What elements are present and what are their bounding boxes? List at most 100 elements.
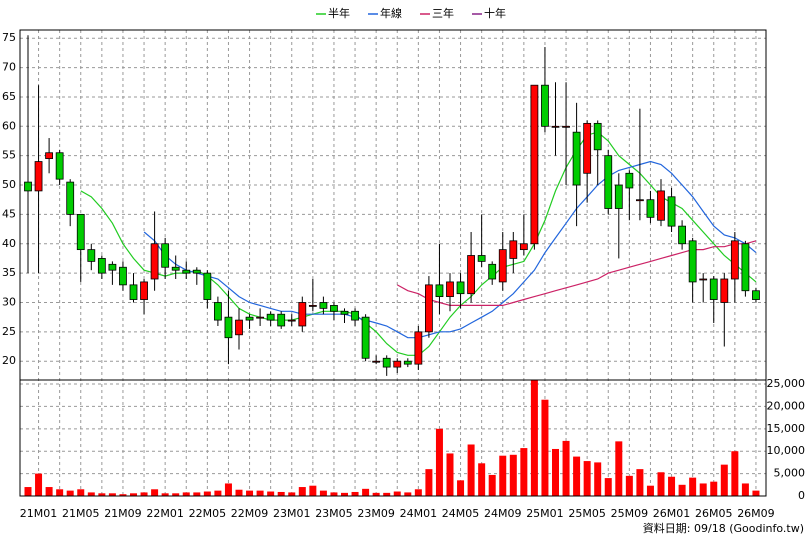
candle-body xyxy=(24,181,32,192)
candle-body xyxy=(319,302,328,309)
y-tick-label: 70 xyxy=(2,61,16,74)
y-tick-label: 40 xyxy=(2,237,16,250)
candle-body xyxy=(192,269,201,274)
candle-body xyxy=(308,305,317,307)
y-tick-label: 25 xyxy=(2,325,16,338)
legend-label: 三年 xyxy=(432,6,454,20)
volume-bar xyxy=(478,463,486,496)
x-tick-label: 21M05 xyxy=(62,507,100,520)
volume-bar xyxy=(689,477,697,496)
y2-tick-label: 20,000 xyxy=(767,399,806,412)
volume-bar xyxy=(414,489,422,496)
volume-bar xyxy=(108,493,116,496)
volume-bar xyxy=(520,448,528,496)
candle-body xyxy=(435,284,444,298)
y-tick-label: 30 xyxy=(2,295,16,308)
volume-bar xyxy=(625,475,633,496)
candle-body xyxy=(287,319,296,322)
volume-bar xyxy=(678,484,686,496)
candle-body xyxy=(298,302,307,327)
x-tick-label: 23M09 xyxy=(357,507,395,520)
volume-bar xyxy=(330,492,338,496)
volume-bar xyxy=(351,491,359,496)
volume-bar xyxy=(467,444,475,496)
candle-body xyxy=(604,155,613,209)
candle-body xyxy=(709,278,718,300)
volume-bar xyxy=(77,489,85,496)
candle-body xyxy=(699,278,708,281)
candle-body xyxy=(646,199,655,218)
candle-body xyxy=(150,243,159,280)
candle-body xyxy=(108,263,117,271)
candle-body xyxy=(730,240,739,280)
volume-bar xyxy=(488,474,496,496)
volume-bar xyxy=(224,483,232,496)
candle-body xyxy=(97,258,106,274)
candle-body xyxy=(593,122,602,151)
volume-bar xyxy=(214,490,222,496)
y2-tick-label: 5,000 xyxy=(774,467,806,480)
candle-body xyxy=(372,360,381,363)
volume-bar xyxy=(404,492,412,496)
volume-bar xyxy=(604,478,612,496)
candle-body xyxy=(477,255,486,262)
candle-body xyxy=(414,331,423,365)
candle-body xyxy=(161,243,170,268)
candle-body xyxy=(424,284,433,333)
candle-body xyxy=(277,313,286,327)
candle-body xyxy=(129,284,138,300)
volume-bar xyxy=(615,441,623,496)
x-tick-label: 23M01 xyxy=(273,507,311,520)
candle-body xyxy=(636,199,644,202)
y-tick-label: 45 xyxy=(2,207,16,220)
y-tick-label: 20 xyxy=(2,354,16,367)
x-tick-label: 26M05 xyxy=(695,507,733,520)
volume-bar xyxy=(435,428,443,496)
candle-body xyxy=(488,263,497,280)
legend-label: 半年 xyxy=(328,6,350,20)
volume-bar xyxy=(298,487,306,496)
candle-body xyxy=(361,316,370,359)
candle-body xyxy=(456,281,465,295)
candle-body xyxy=(245,316,254,321)
candle-body xyxy=(614,184,623,209)
candle-body xyxy=(351,310,359,321)
candle-body xyxy=(87,249,96,262)
volume-bar xyxy=(393,491,401,496)
volume-bar xyxy=(699,483,707,496)
candle-body xyxy=(224,316,233,339)
candle-body xyxy=(213,302,222,321)
candle-body xyxy=(467,255,476,295)
legend-label: 十年 xyxy=(484,6,506,20)
volume-bar xyxy=(530,380,538,496)
volume-bar xyxy=(56,489,64,496)
volume-bar xyxy=(193,492,201,496)
volume-bar xyxy=(130,493,137,496)
volume-bar xyxy=(203,491,211,496)
y-tick-label: 65 xyxy=(2,90,16,103)
volume-bar xyxy=(182,492,190,496)
candle-body xyxy=(203,272,212,300)
x-tick-label: 26M09 xyxy=(737,507,775,520)
volume-bar xyxy=(66,490,74,496)
volume-bar xyxy=(235,489,243,496)
x-tick-label: 23M05 xyxy=(315,507,353,520)
volume-bar xyxy=(509,454,517,496)
candle-body xyxy=(45,152,53,160)
candle-body xyxy=(688,240,697,283)
candle-body xyxy=(498,249,507,283)
x-tick-label: 26M01 xyxy=(653,507,691,520)
y-tick-label: 60 xyxy=(2,119,16,132)
candle-body xyxy=(393,360,402,368)
x-tick-label: 24M05 xyxy=(442,507,480,520)
candle-body xyxy=(340,310,349,315)
candle-body xyxy=(752,290,760,300)
volume-bar xyxy=(636,469,644,496)
candle-body xyxy=(583,122,592,174)
candle-body xyxy=(446,281,454,298)
volume-bar xyxy=(552,448,559,496)
volume-bar xyxy=(562,440,570,496)
candle-body xyxy=(76,213,85,251)
volume-bar xyxy=(710,481,718,496)
